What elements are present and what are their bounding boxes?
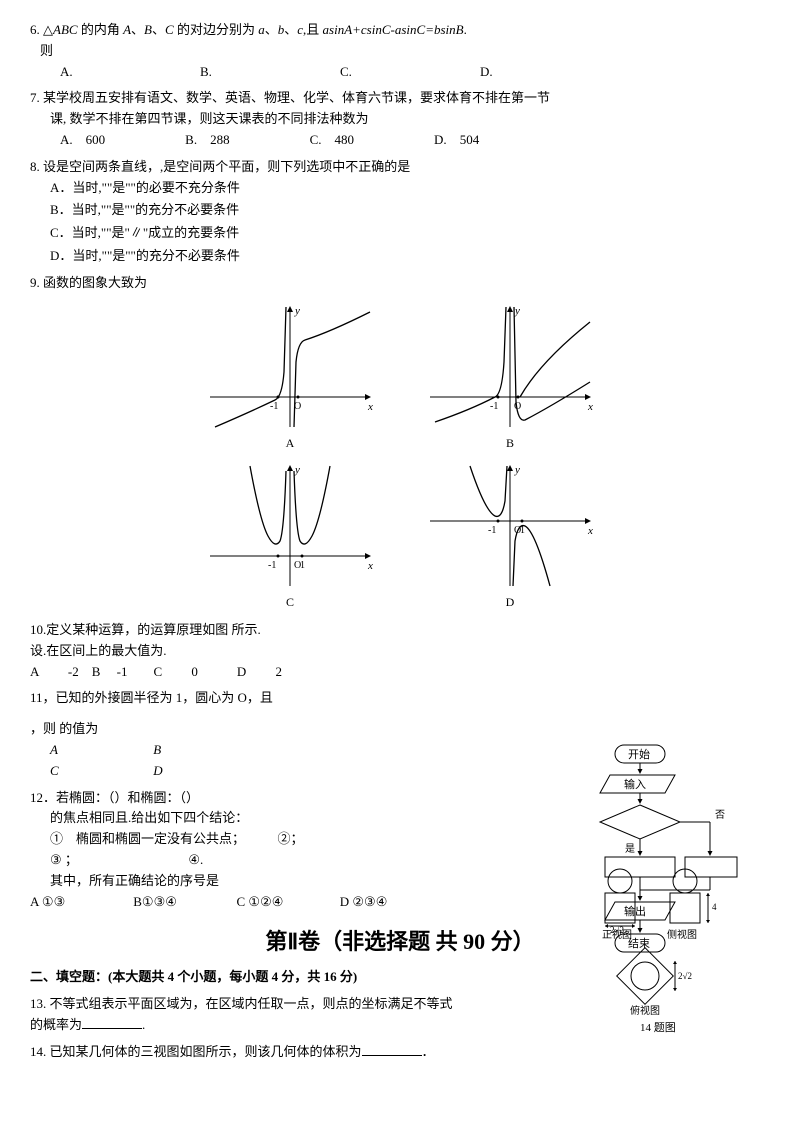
question-6: 6. △ABC 的内角 A、B、C 的对边分别为 a、b、c,且 asinA+c…: [30, 20, 770, 82]
graph-b: x y -1 O B: [420, 302, 600, 453]
svg-text:-1: -1: [488, 525, 496, 536]
svg-text:x: x: [367, 401, 373, 413]
question-8: 8. 设是空间两条直线，,是空间两个平面，则下列选项中不正确的是 A．当时,""…: [30, 157, 770, 267]
svg-text:-1: -1: [268, 560, 276, 571]
q8-opt-b: B．当时,""是""的充分不必要条件: [50, 200, 770, 221]
blank-13: [82, 1028, 142, 1029]
q8-opt-d: D．当时,""是""的充分不必要条件: [50, 246, 770, 267]
svg-text:是: 是: [625, 843, 635, 855]
graph-a: x y -1 O A: [200, 302, 380, 453]
graph-c: x y -1 O 1 C: [200, 461, 380, 612]
q10-options: A -2 B -1 C 0 D 2: [30, 662, 590, 683]
q6-then: 则: [40, 41, 770, 62]
svg-text:4: 4: [712, 902, 717, 912]
svg-text:俯视图: 俯视图: [630, 1004, 660, 1017]
q8-opt-a: A．当时,""是""的必要不充分条件: [50, 178, 770, 199]
q8-opt-c: C．当时,""是"∥"成立的充要条件: [50, 223, 770, 244]
q6-abc: ABC: [53, 22, 78, 37]
svg-text:-1: -1: [270, 401, 278, 412]
svg-text:2√2: 2√2: [678, 971, 692, 981]
svg-text:14 题图: 14 题图: [640, 1021, 676, 1034]
flow-start: 开始: [628, 747, 650, 761]
q6-opt-b: B.: [200, 62, 300, 83]
three-view-figure: 正视图 2√2 侧视图 4 俯视图 2√2 14 题图: [590, 866, 740, 1043]
svg-text:-1: -1: [490, 401, 498, 412]
q6-prefix: 6. △: [30, 22, 53, 37]
svg-text:否: 否: [715, 809, 725, 821]
question-9: 9. 函数的图象大致为 x y -1 O A x: [30, 273, 770, 612]
blank-14: [362, 1055, 422, 1056]
svg-text:y: y: [294, 464, 300, 476]
question-10: 10.定义某种运算，的运算原理如图 所示. 设.在区间上的最大值为. A -2 …: [30, 620, 770, 682]
svg-text:y: y: [294, 305, 300, 317]
svg-text:x: x: [367, 560, 373, 572]
q6-opt-c: C.: [340, 62, 440, 83]
q6-opt-d: D.: [480, 62, 580, 83]
svg-text:侧视图: 侧视图: [667, 928, 697, 941]
svg-text:x: x: [587, 401, 593, 413]
q6-opt-a: A.: [60, 62, 160, 83]
svg-text:1: 1: [300, 560, 305, 571]
question-14: 14. 已知某几何体的三视图如图所示，则该几何体的体积为．: [30, 1042, 770, 1063]
question-7: 7. 某学校周五安排有语文、数学、英语、物理、化学、体育六节课，要求体育不排在第…: [30, 88, 770, 150]
svg-text:y: y: [514, 464, 520, 476]
svg-text:输入: 输入: [624, 777, 646, 791]
svg-text:x: x: [587, 525, 593, 537]
graph-d: x y -1 O 1 D: [420, 461, 600, 612]
svg-text:y: y: [514, 305, 520, 317]
q6-formula: asinA+csinC-asinC=bsinB: [323, 22, 464, 37]
